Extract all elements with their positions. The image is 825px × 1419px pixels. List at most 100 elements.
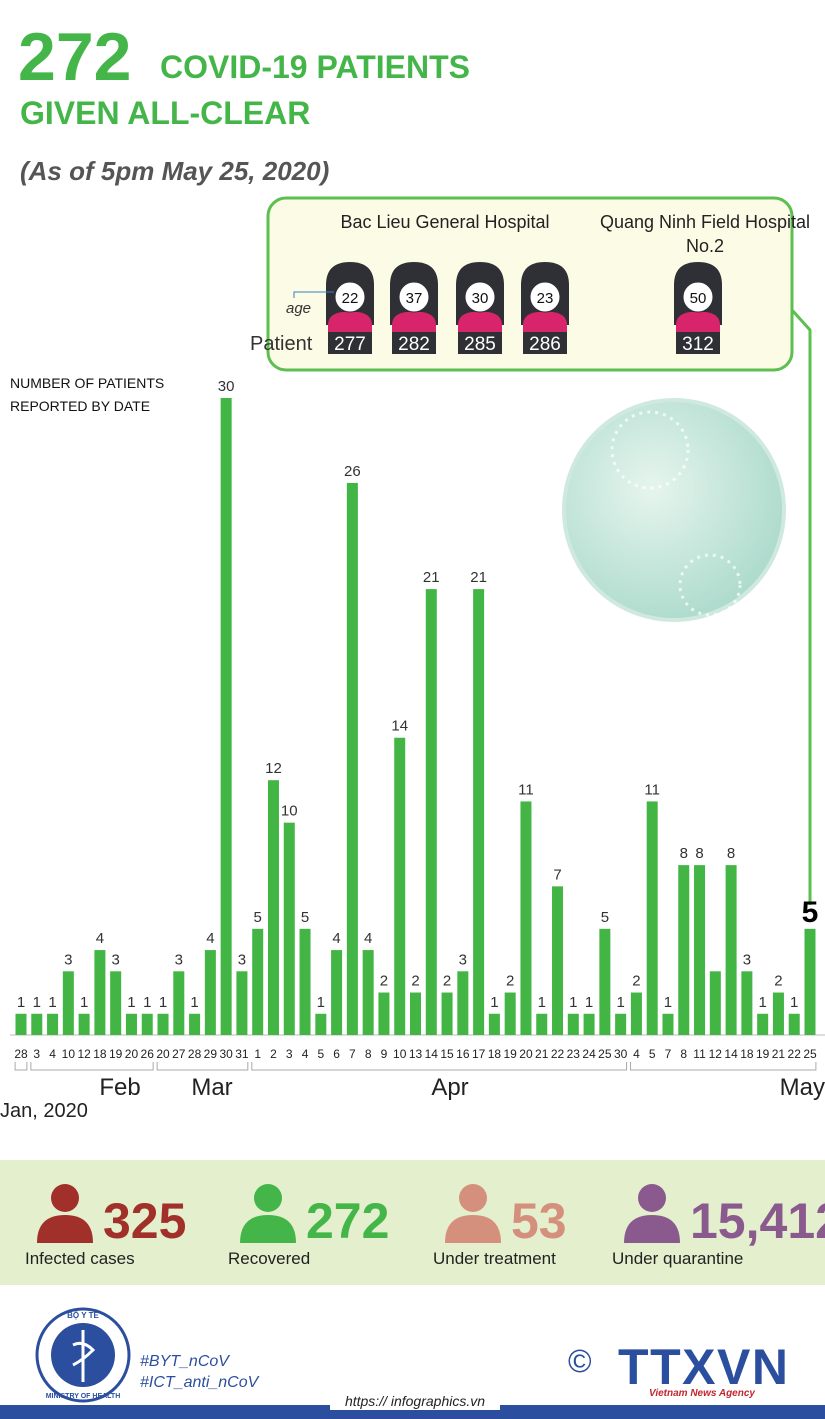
x-tick-label: 11 bbox=[693, 1047, 706, 1061]
bar bbox=[78, 1013, 90, 1035]
bar bbox=[346, 482, 358, 1035]
bar bbox=[157, 1013, 169, 1035]
x-tick-label: 20 bbox=[519, 1047, 533, 1061]
value-label: 11 bbox=[644, 781, 660, 798]
month-label: Mar bbox=[191, 1074, 232, 1101]
x-tick-label: 18 bbox=[740, 1047, 754, 1061]
patient-label: Patient bbox=[250, 333, 313, 355]
x-tick-label: 14 bbox=[425, 1047, 439, 1061]
title: COVID-19 PATIENTS bbox=[160, 49, 470, 85]
hashtag: #ICT_anti_nCoV bbox=[140, 1374, 260, 1391]
bar bbox=[457, 971, 469, 1035]
x-tick-label: 4 bbox=[302, 1047, 309, 1061]
month-label: Apr bbox=[431, 1074, 468, 1101]
id-box bbox=[676, 332, 720, 354]
x-tick-label: 19 bbox=[109, 1047, 123, 1061]
bar bbox=[804, 928, 816, 1035]
stat-value: 325 bbox=[103, 1193, 186, 1249]
value-label: 4 bbox=[364, 930, 372, 947]
id-box bbox=[392, 332, 436, 354]
patient-age: 30 bbox=[472, 290, 489, 307]
value-label: 10 bbox=[281, 803, 298, 820]
patient-id: 286 bbox=[529, 334, 561, 355]
stat-label: Under quarantine bbox=[612, 1249, 743, 1268]
value-label: 26 bbox=[344, 463, 361, 480]
virus-image bbox=[562, 398, 786, 622]
x-tick-label: 12 bbox=[77, 1047, 91, 1061]
value-label: 1 bbox=[48, 994, 56, 1011]
patient-id: 312 bbox=[682, 334, 714, 355]
x-tick-label: 22 bbox=[788, 1047, 802, 1061]
bar bbox=[741, 971, 753, 1035]
stat-icon-head bbox=[638, 1184, 666, 1212]
agency-logo: TTXVN bbox=[618, 1339, 788, 1395]
stat-label: Infected cases bbox=[25, 1249, 135, 1268]
bar bbox=[236, 971, 248, 1035]
bar bbox=[362, 950, 374, 1035]
id-box bbox=[328, 332, 372, 354]
bar bbox=[220, 398, 232, 1035]
bar bbox=[204, 950, 216, 1035]
copyright: © bbox=[568, 1343, 592, 1379]
bar bbox=[694, 865, 706, 1035]
connector bbox=[790, 308, 812, 905]
x-tick-label: 13 bbox=[409, 1047, 423, 1061]
bar bbox=[646, 801, 658, 1035]
person-face bbox=[334, 281, 366, 313]
x-tick-label: 31 bbox=[235, 1047, 249, 1061]
hashtag: #BYT_nCoV bbox=[140, 1353, 230, 1370]
value-label: 1 bbox=[159, 994, 167, 1011]
stat-icon-head bbox=[459, 1184, 487, 1212]
value-label: 1 bbox=[758, 994, 766, 1011]
x-tick-label: 23 bbox=[567, 1047, 581, 1061]
value-label: 3 bbox=[743, 951, 751, 968]
person-face bbox=[529, 281, 561, 313]
bar bbox=[615, 1013, 627, 1035]
value-label: 1 bbox=[190, 994, 198, 1011]
stat-label: Under treatment bbox=[433, 1249, 556, 1268]
bar bbox=[283, 822, 295, 1035]
x-tick-label: 19 bbox=[504, 1047, 518, 1061]
patient-id: 285 bbox=[464, 334, 496, 355]
patient-age: 22 bbox=[342, 290, 359, 307]
bar bbox=[189, 1013, 201, 1035]
bar bbox=[252, 928, 264, 1035]
bar bbox=[662, 1013, 674, 1035]
person-face bbox=[682, 281, 714, 313]
x-tick-label: 7 bbox=[349, 1047, 356, 1061]
bar bbox=[441, 992, 453, 1035]
bar bbox=[678, 865, 690, 1035]
bar bbox=[709, 971, 721, 1035]
x-tick-label: 27 bbox=[172, 1047, 186, 1061]
stat-icon-body bbox=[445, 1215, 501, 1243]
value-label: 4 bbox=[206, 930, 214, 947]
x-tick-label: 2 bbox=[270, 1047, 277, 1061]
bar bbox=[315, 1013, 327, 1035]
value-label: 8 bbox=[695, 845, 703, 862]
person-body bbox=[458, 312, 502, 338]
value-label: 5 bbox=[301, 909, 309, 926]
bar bbox=[567, 1013, 579, 1035]
title-number: 272 bbox=[18, 19, 131, 95]
value-label: 5 bbox=[254, 909, 262, 926]
x-tick-label: 21 bbox=[772, 1047, 786, 1061]
bar bbox=[267, 780, 279, 1035]
value-label: 1 bbox=[664, 994, 672, 1011]
x-tick-label: 17 bbox=[472, 1047, 486, 1061]
person-body bbox=[392, 312, 436, 338]
bar bbox=[110, 971, 122, 1035]
hospital-name: Quang Ninh Field Hospital No.2 bbox=[599, 212, 811, 256]
x-tick-label: 22 bbox=[551, 1047, 565, 1061]
x-tick-label: 24 bbox=[582, 1047, 596, 1061]
value-label: 3 bbox=[64, 951, 72, 968]
value-label: 1 bbox=[790, 994, 798, 1011]
month-label: Jan, 2020 bbox=[0, 1100, 88, 1122]
x-tick-label: 8 bbox=[680, 1047, 687, 1061]
stat-icon-body bbox=[37, 1215, 93, 1243]
ministry-cross bbox=[72, 1330, 96, 1382]
stat-icon-body bbox=[624, 1215, 680, 1243]
virus-decor bbox=[678, 553, 742, 617]
bar bbox=[536, 1013, 548, 1035]
patient-age: 23 bbox=[537, 290, 554, 307]
